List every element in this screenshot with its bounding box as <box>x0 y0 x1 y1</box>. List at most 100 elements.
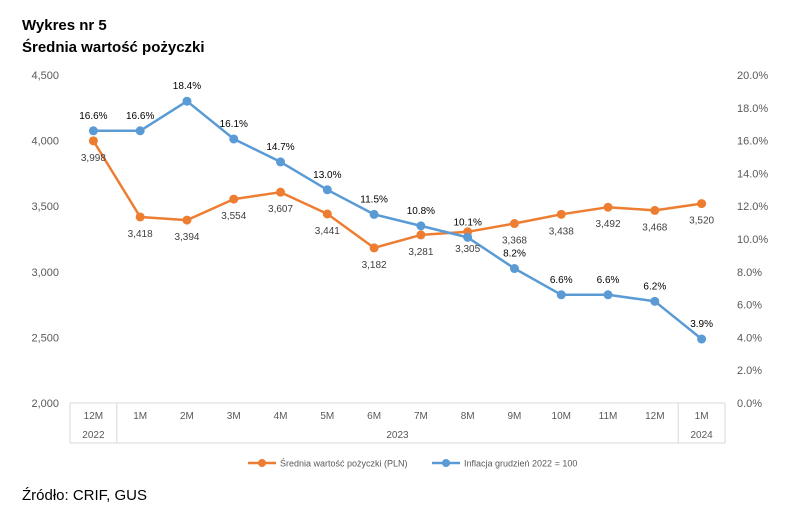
inflation-data-label: 10.1% <box>453 217 481 228</box>
x-tick-label: 7M <box>414 411 428 422</box>
series-1-point <box>182 215 192 225</box>
y-left-tick-label: 3,000 <box>31 267 59 279</box>
legend-label-1: Średnia wartość pożyczki (PLN) <box>280 458 408 469</box>
series-2-point <box>322 185 332 195</box>
x-tick-label: 4M <box>274 411 288 422</box>
inflation-data-label: 3.9% <box>690 319 713 330</box>
series-2-point <box>416 221 426 231</box>
inflation-data-label: 10.8% <box>407 206 435 217</box>
chart-subtitle: Średnia wartość pożyczki <box>22 39 205 56</box>
x-tick-label: 8M <box>461 411 475 422</box>
inflation-data-label: 16.1% <box>220 119 248 130</box>
x-year-label: 2024 <box>690 430 713 441</box>
legend-label-2: Inflacja grudzień 2022 = 100 <box>464 459 577 469</box>
series-2-point <box>463 232 473 242</box>
loan-data-label: 3,441 <box>315 226 340 237</box>
y-left-tick-label: 3,500 <box>31 201 59 213</box>
x-tick-label: 10M <box>552 411 571 422</box>
series-2-point <box>135 126 145 136</box>
x-tick-label: 6M <box>367 411 381 422</box>
series-1-point <box>369 243 379 253</box>
series-1-point <box>556 209 566 219</box>
loan-data-label: 3,520 <box>689 216 714 227</box>
series-2-point <box>276 157 286 167</box>
loan-data-label: 3,492 <box>596 219 621 230</box>
y-left-tick-label: 4,500 <box>31 70 59 82</box>
loan-data-label: 3,368 <box>502 236 527 247</box>
loan-data-label: 3,305 <box>455 244 480 255</box>
series-2-point <box>229 134 239 144</box>
series-1-point <box>88 136 98 146</box>
x-tick-label: 1M <box>695 411 709 422</box>
y-left-tick-label: 4,000 <box>31 136 59 148</box>
inflation-data-label: 8.2% <box>503 249 526 260</box>
series-1-point <box>322 209 332 219</box>
inflation-data-label: 6.6% <box>597 275 620 286</box>
x-tick-label: 3M <box>227 411 241 422</box>
y-right-tick-label: 2.0% <box>737 365 762 377</box>
series-1-point <box>697 199 707 209</box>
series-2-point <box>88 126 98 136</box>
loan-data-label: 3,554 <box>221 211 246 222</box>
series-1-point <box>229 194 239 204</box>
y-right-tick-label: 18.0% <box>737 103 768 115</box>
series-2-point <box>182 96 192 106</box>
series-line-2 <box>93 99 703 340</box>
y-right-tick-label: 10.0% <box>737 234 768 246</box>
series-2-point <box>603 290 613 300</box>
inflation-data-label: 14.7% <box>266 142 294 153</box>
inflation-data-label: 18.4% <box>173 81 201 92</box>
series-2-point <box>369 209 379 219</box>
x-year-label: 2022 <box>82 430 105 441</box>
legend-marker-1 <box>258 459 266 467</box>
x-tick-label: 11M <box>599 411 618 422</box>
y-left-tick-label: 2,500 <box>31 332 59 344</box>
inflation-data-label: 13.0% <box>313 170 341 181</box>
series-1-point <box>509 219 519 229</box>
loan-data-label: 3,607 <box>268 204 293 215</box>
y-right-tick-label: 0.0% <box>737 398 762 410</box>
y-left-tick-label: 2,000 <box>31 398 59 410</box>
y-right-tick-label: 4.0% <box>737 332 762 344</box>
y-right-tick-label: 14.0% <box>737 168 768 180</box>
legend-marker-2 <box>442 459 450 467</box>
chart-title: Wykres nr 5 <box>22 17 107 34</box>
inflation-data-label: 16.6% <box>126 111 154 122</box>
series-2-point <box>509 264 519 274</box>
y-right-tick-label: 16.0% <box>737 136 768 148</box>
source-note: Źródło: CRIF, GUS <box>22 487 148 504</box>
x-tick-label: 5M <box>320 411 334 422</box>
loan-data-label: 3,468 <box>642 222 667 233</box>
series-1-point <box>276 187 286 197</box>
x-tick-label: 12M <box>84 411 103 422</box>
loan-data-label: 3,998 <box>81 153 106 164</box>
series-2-point <box>697 334 707 344</box>
y-right-tick-label: 20.0% <box>737 70 768 82</box>
x-tick-label: 9M <box>508 411 522 422</box>
series-2-point <box>556 290 566 300</box>
loan-data-label: 3,182 <box>362 260 387 271</box>
loan-data-label: 3,281 <box>408 247 433 258</box>
series-1-point <box>416 230 426 240</box>
inflation-data-label: 11.5% <box>360 194 388 205</box>
series-1-point <box>650 205 660 215</box>
x-year-label: 2023 <box>386 430 409 441</box>
x-tick-label: 12M <box>645 411 664 422</box>
loan-data-label: 3,394 <box>174 232 199 243</box>
series-line-1 <box>92 140 702 250</box>
x-tick-label: 1M <box>133 411 147 422</box>
y-right-tick-label: 6.0% <box>737 300 762 312</box>
inflation-data-label: 6.6% <box>550 275 573 286</box>
y-right-tick-label: 12.0% <box>737 201 768 213</box>
inflation-data-label: 6.2% <box>643 281 666 292</box>
loan-data-label: 3,438 <box>549 226 574 237</box>
title-block: Wykres nr 5 Średnia wartość pożyczki <box>22 15 205 59</box>
series-1-point <box>603 202 613 212</box>
inflation-data-label: 16.6% <box>79 111 107 122</box>
y-right-tick-label: 8.0% <box>737 267 762 279</box>
series-2-point <box>650 296 660 306</box>
x-tick-label: 2M <box>180 411 194 422</box>
loan-data-label: 3,418 <box>128 229 153 240</box>
series-1-point <box>135 212 145 222</box>
